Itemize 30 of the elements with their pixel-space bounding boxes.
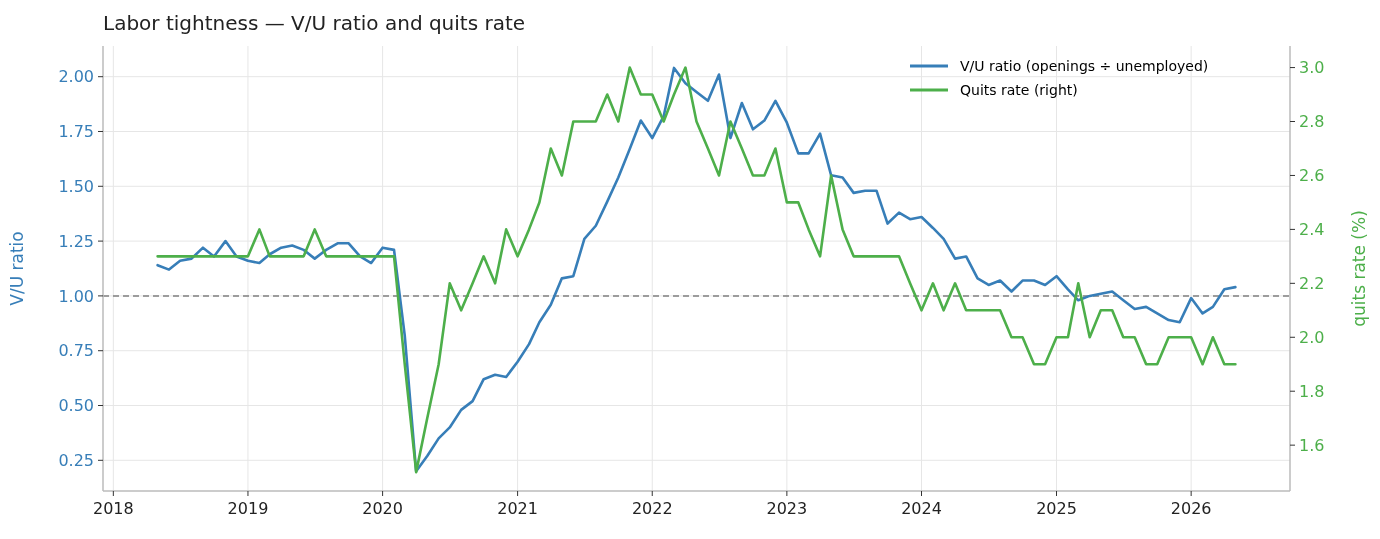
y-tick-label: 0.50 bbox=[58, 396, 94, 416]
y-tick-label: 1.75 bbox=[58, 122, 94, 142]
y2-tick-label: 2.0 bbox=[1299, 327, 1325, 347]
chart-title: Labor tightness — V/U ratio and quits rate bbox=[103, 11, 526, 35]
y-tick-label: 2.00 bbox=[58, 67, 94, 87]
legend-label: Quits rate (right) bbox=[960, 82, 1078, 98]
x-tick-label: 2023 bbox=[766, 499, 808, 518]
x-tick-label: 2024 bbox=[901, 499, 942, 518]
x-tick-label: 2020 bbox=[362, 499, 403, 518]
x-tick-label: 2021 bbox=[497, 499, 538, 518]
y2-tick-label: 2.8 bbox=[1299, 112, 1325, 132]
y-tick-label: 1.50 bbox=[58, 176, 94, 196]
y-tick-label: 1.00 bbox=[58, 286, 94, 306]
y-tick-label: 1.25 bbox=[58, 231, 94, 251]
x-tick-label: 2025 bbox=[1036, 499, 1077, 518]
y2-tick-label: 1.8 bbox=[1299, 381, 1325, 401]
y2-tick-label: 2.2 bbox=[1299, 273, 1325, 293]
x-tick-label: 2018 bbox=[92, 499, 134, 518]
y2-tick-label: 3.0 bbox=[1299, 58, 1325, 78]
legend-label: V/U ratio (openings ÷ unemployed) bbox=[960, 58, 1209, 74]
x-tick-label: 2026 bbox=[1170, 499, 1212, 518]
y-tick-label: 0.75 bbox=[58, 341, 94, 361]
y-axis-title: V/U ratio bbox=[7, 231, 27, 306]
y-tick-label: 0.25 bbox=[58, 450, 94, 470]
y2-tick-label: 2.6 bbox=[1299, 166, 1325, 186]
y2-tick-label: 1.6 bbox=[1299, 435, 1325, 455]
y2-tick-label: 2.4 bbox=[1299, 219, 1325, 239]
y2-axis-title: quits rate (%) bbox=[1349, 210, 1369, 327]
x-tick-label: 2019 bbox=[227, 499, 269, 518]
x-tick-label: 2022 bbox=[631, 499, 673, 518]
